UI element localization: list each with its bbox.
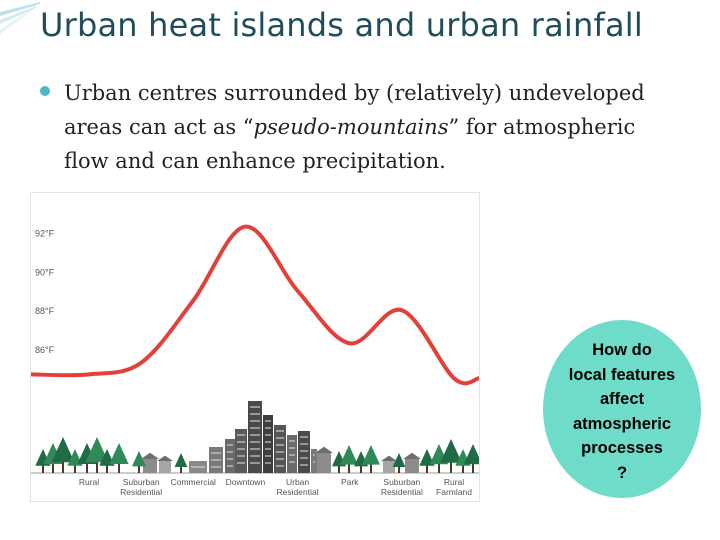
building-icon bbox=[248, 401, 262, 473]
tree-icon bbox=[51, 437, 75, 473]
callout-question: How do local features affect atmospheric… bbox=[543, 338, 701, 485]
tree-icon bbox=[392, 453, 406, 473]
y-tick-label: 92°F bbox=[35, 228, 55, 238]
bullet-text-end: ” for atmospheric flow and can enhance p… bbox=[64, 115, 636, 173]
tree-icon bbox=[85, 437, 109, 473]
x-category-label: Urban Residential bbox=[277, 477, 319, 497]
callout-line-1: How do bbox=[592, 341, 652, 359]
x-category-label: Suburban Residential bbox=[120, 477, 162, 497]
building-icon bbox=[287, 435, 297, 473]
slide-title: Urban heat islands and urban rainfall bbox=[40, 6, 643, 44]
temperature-curve-layer bbox=[31, 224, 479, 386]
y-axis-ticks: 86°F 88°F 90°F 92°F bbox=[35, 228, 55, 355]
x-category-label: Commercial bbox=[171, 477, 216, 487]
house-icon bbox=[141, 452, 159, 473]
x-category-label: Rural Farmland bbox=[436, 477, 472, 497]
callout-line-6: ? bbox=[616, 463, 628, 482]
tree-icon bbox=[174, 453, 188, 473]
building-icon bbox=[298, 431, 310, 473]
house-icon bbox=[315, 446, 333, 473]
y-tick-label: 88°F bbox=[35, 306, 55, 316]
x-category-label: Downtown bbox=[226, 477, 266, 487]
x-axis-labels: Rural Suburban Residential Commercial Downto… bbox=[79, 477, 472, 497]
bullet-text-start: Urban centres surrounded by (relatively)… bbox=[64, 81, 645, 139]
building-icon bbox=[189, 461, 207, 473]
question-callout-circle: How do local features affect atmospheric… bbox=[543, 320, 701, 498]
tree-icon bbox=[109, 443, 129, 473]
y-tick-label: 90°F bbox=[35, 267, 55, 277]
bullet-text: Urban centres surrounded by (relatively)… bbox=[64, 76, 684, 178]
house-icon bbox=[403, 452, 421, 473]
tree-icon bbox=[131, 451, 147, 473]
tree-icon bbox=[340, 445, 358, 473]
callout-line-5: processes bbox=[581, 439, 663, 457]
tree-icon bbox=[463, 444, 479, 473]
tree-icon bbox=[362, 445, 380, 473]
temperature-series-line bbox=[31, 224, 479, 386]
callout-line-4: atmospheric bbox=[572, 414, 672, 433]
temperature-profile-chart: 86°F 88°F 90°F 92°F Rural Suburban Residentia… bbox=[30, 192, 480, 502]
city-skyline-illustration bbox=[31, 401, 479, 474]
bullet-text-emphasis: pseudo-mountains bbox=[253, 115, 449, 139]
building-icon bbox=[209, 447, 223, 473]
x-category-label: Rural bbox=[79, 477, 99, 487]
building-icon bbox=[263, 415, 273, 473]
x-category-label: Park bbox=[341, 477, 359, 487]
x-category-label: Suburban Residential bbox=[381, 477, 423, 497]
building-icon bbox=[311, 449, 317, 473]
building-icon bbox=[274, 425, 286, 473]
y-tick-label: 86°F bbox=[35, 345, 55, 355]
house-icon bbox=[381, 455, 397, 473]
corner-accent-stripes bbox=[0, 2, 40, 34]
callout-line-2: local features bbox=[568, 365, 676, 384]
callout-line-3: affect bbox=[599, 390, 644, 408]
building-icon bbox=[235, 429, 247, 473]
tree-icon bbox=[419, 449, 435, 473]
building-icon bbox=[225, 439, 235, 473]
chart-svg: 86°F 88°F 90°F 92°F Rural Suburban Residentia… bbox=[31, 224, 479, 497]
tree-icon bbox=[440, 439, 462, 473]
bullet-dot-icon bbox=[40, 86, 50, 96]
house-icon bbox=[157, 455, 173, 473]
